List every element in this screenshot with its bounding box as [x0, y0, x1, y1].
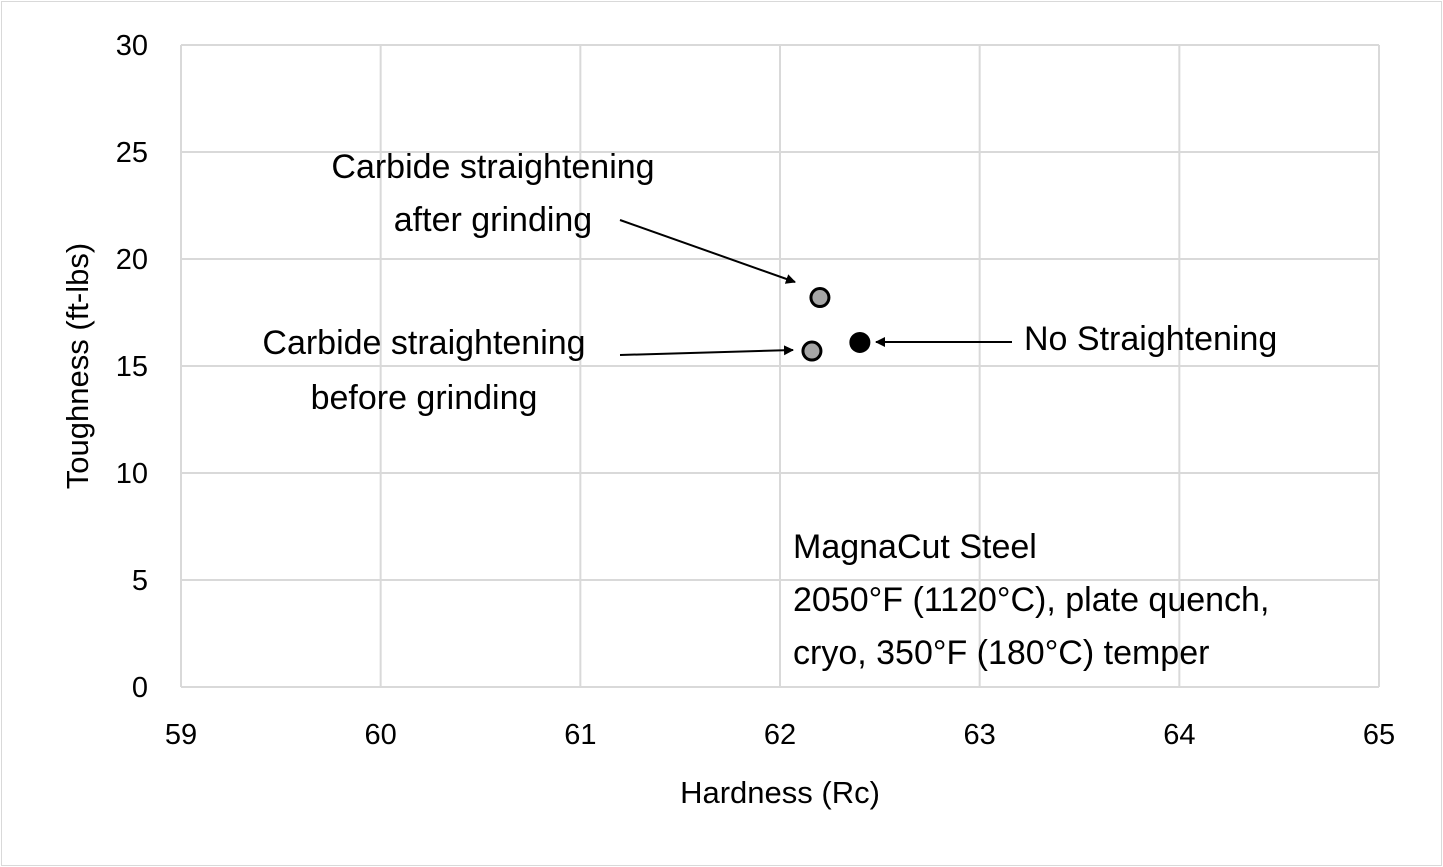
- annotation-line: before grinding: [311, 379, 538, 417]
- annotation-after-grinding: Carbide straightening after grinding: [331, 148, 654, 239]
- x-tick-label: 59: [165, 719, 197, 751]
- annotation-no-straightening: No Straightening: [1024, 320, 1277, 358]
- x-tick-label: 61: [564, 719, 596, 751]
- annotation-line: No Straightening: [1024, 320, 1277, 358]
- y-tick-label: 30: [116, 30, 148, 62]
- y-axis-label: Toughness (ft-lbs): [60, 243, 95, 489]
- annotation-line: 2050°F (1120°C), plate quench,: [793, 581, 1269, 619]
- annotation-line: cryo, 350°F (180°C) temper: [793, 634, 1209, 672]
- x-tick-label: 64: [1163, 719, 1195, 751]
- data-point-1: [801, 340, 823, 362]
- y-tick-label: 5: [132, 565, 148, 597]
- y-tick-label: 15: [116, 351, 148, 383]
- annotation-before-grinding: Carbide straightening before grinding: [262, 324, 585, 417]
- arrow-after-grinding: [619, 219, 796, 284]
- x-tick-label: 63: [964, 719, 996, 751]
- arrow-before-grinding: [619, 345, 794, 356]
- data-point-2: [849, 331, 871, 353]
- data-point-0: [809, 287, 831, 309]
- y-tick-label: 25: [116, 137, 148, 169]
- x-axis-label: Hardness (Rc): [680, 775, 880, 810]
- annotation-line: MagnaCut Steel: [793, 528, 1037, 566]
- y-tick-label: 0: [132, 672, 148, 704]
- annotation-line: Carbide straightening: [331, 148, 654, 186]
- annotation-steel-info: MagnaCut Steel 2050°F (1120°C), plate que…: [793, 528, 1269, 672]
- annotation-line: Carbide straightening: [262, 324, 585, 362]
- y-tick-label: 20: [116, 244, 148, 276]
- y-tick-label: 10: [116, 458, 148, 490]
- x-tick-label: 65: [1363, 719, 1395, 751]
- x-tick-label: 62: [764, 719, 796, 751]
- annotation-line: after grinding: [394, 201, 592, 239]
- x-tick-label: 60: [365, 719, 397, 751]
